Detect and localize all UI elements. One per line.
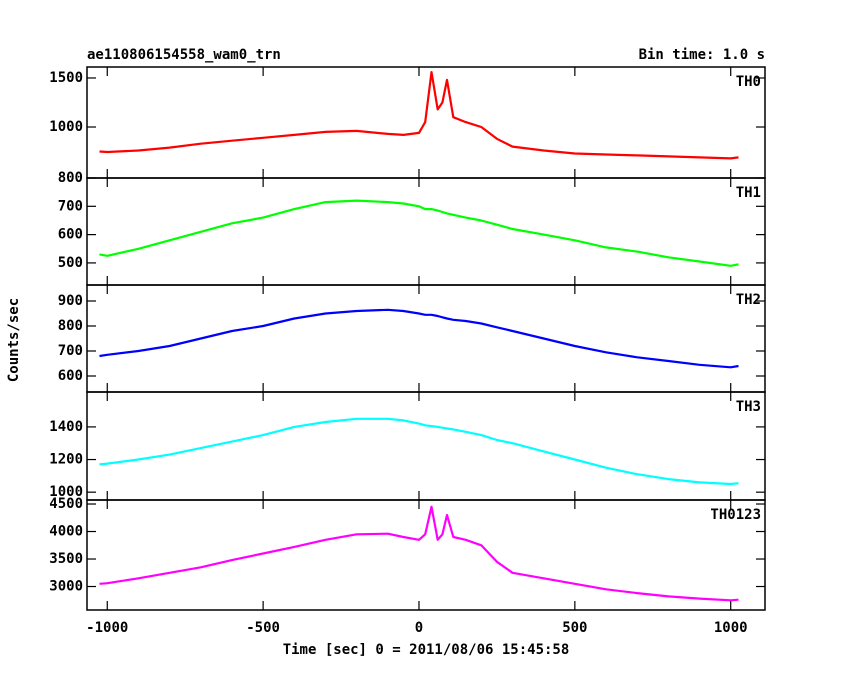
legend-label: TH1 xyxy=(736,185,761,201)
data-line xyxy=(99,417,739,486)
y-tick-label: 1000 xyxy=(49,484,83,500)
x-tick-label: 500 xyxy=(562,620,587,636)
y-tick-label: 600 xyxy=(58,227,83,243)
y-tick-label: 3500 xyxy=(49,551,83,567)
legend-label: TH3 xyxy=(736,399,761,415)
x-tick-label: -1000 xyxy=(86,620,128,636)
legend-label: TH0 xyxy=(736,74,761,90)
y-axis-label: Counts/sec xyxy=(6,298,22,382)
x-axis-label: Time [sec] 0 = 2011/08/06 15:45:58 xyxy=(283,642,570,658)
y-tick-label: 700 xyxy=(58,198,83,214)
chart-title: ae110806154558_wam0_trn xyxy=(87,47,281,63)
panel-frame xyxy=(86,499,766,611)
panel-frame xyxy=(86,177,766,286)
y-tick-label: 800 xyxy=(58,318,83,334)
y-tick-label: 4000 xyxy=(49,524,83,540)
data-line xyxy=(99,199,739,267)
y-tick-label: 900 xyxy=(58,293,83,309)
x-tick-label: -500 xyxy=(246,620,280,636)
panel-frame xyxy=(86,284,766,393)
y-tick-label: 1400 xyxy=(49,419,83,435)
y-tick-label: 1200 xyxy=(49,452,83,468)
y-tick-label: 4500 xyxy=(49,496,83,512)
x-tick-label: 1000 xyxy=(714,620,748,636)
y-tick-label: 800 xyxy=(58,170,83,186)
y-tick-label: 1000 xyxy=(49,119,83,135)
data-line xyxy=(99,71,739,160)
data-line xyxy=(99,308,739,369)
chart-subtitle: Bin time: 1.0 s xyxy=(639,47,765,63)
y-tick-label: 700 xyxy=(58,343,83,359)
panel-frame xyxy=(86,391,766,501)
data-line xyxy=(99,505,739,602)
x-tick-label: 0 xyxy=(415,620,423,636)
y-tick-label: 3000 xyxy=(49,579,83,595)
legend-label: TH0123 xyxy=(710,507,761,523)
y-tick-label: 1500 xyxy=(49,70,83,86)
y-tick-label: 600 xyxy=(58,368,83,384)
legend-label: TH2 xyxy=(736,292,761,308)
y-tick-label: 500 xyxy=(58,255,83,271)
